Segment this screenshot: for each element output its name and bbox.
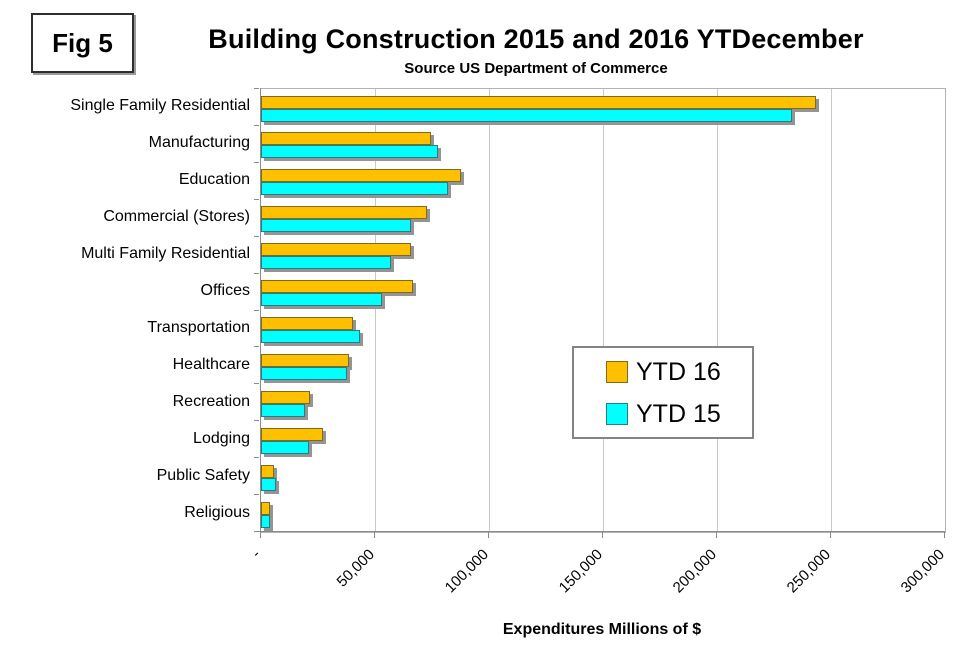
y-axis-tick: [254, 457, 259, 458]
gridline: [603, 89, 604, 532]
bar-ytd16: [261, 428, 323, 441]
y-axis-category-label: Recreation: [172, 393, 250, 410]
figure-label-box: Fig 5: [31, 13, 134, 73]
y-axis-tick: [254, 236, 259, 237]
y-axis-category-label: Single Family Residential: [70, 97, 250, 114]
gridline: [717, 89, 718, 532]
bar-ytd15: [261, 293, 382, 306]
x-axis-tick: [488, 532, 489, 538]
bar-ytd15: [261, 219, 411, 232]
y-axis-tick: [254, 125, 259, 126]
chart-subtitle: Source US Department of Commerce: [404, 60, 668, 77]
y-axis-tick: [254, 494, 259, 495]
bar-ytd16: [261, 206, 427, 219]
bar-ytd16: [261, 169, 461, 182]
legend-item-ytd16: YTD 16: [606, 358, 752, 386]
bar-ytd15: [261, 145, 438, 158]
y-axis-category-label: Manufacturing: [148, 134, 250, 151]
y-axis-tick: [254, 162, 259, 163]
x-axis-tick: [602, 532, 603, 538]
x-axis-tick-label: 150,000: [555, 546, 607, 597]
y-axis-category-label: Religious: [184, 504, 250, 521]
y-axis-category-label: Education: [178, 171, 250, 188]
bar-ytd15: [261, 182, 448, 195]
x-axis-tick: [374, 532, 375, 538]
bar-ytd16: [261, 391, 310, 404]
y-axis-tick: [254, 310, 259, 311]
x-axis-tick-label: -: [248, 546, 265, 562]
x-axis-tick: [830, 532, 831, 538]
bar-ytd15: [261, 478, 276, 491]
bar-ytd15: [261, 330, 360, 343]
legend-item-ytd15: YTD 15: [606, 400, 752, 428]
y-axis-tick: [254, 273, 259, 274]
bar-ytd15: [261, 404, 305, 417]
legend-label-ytd16: YTD 16: [636, 357, 721, 386]
y-axis-category-label: Healthcare: [172, 356, 250, 373]
y-axis-category-label: Transportation: [147, 319, 250, 336]
x-axis-tick-label: 50,000: [333, 546, 379, 591]
bar-ytd15: [261, 515, 270, 528]
y-axis-tick: [254, 531, 259, 532]
x-axis-tick-label: 200,000: [669, 546, 721, 597]
bar-ytd16: [261, 132, 431, 145]
legend-label-ytd15: YTD 15: [636, 399, 721, 428]
figure-label: Fig 5: [52, 27, 113, 58]
y-axis-category-label: Commercial (Stores): [103, 208, 250, 225]
bar-ytd16: [261, 465, 274, 478]
x-axis-title: Expenditures Millions of $: [502, 621, 702, 638]
gridline: [831, 89, 832, 532]
legend-swatch-ytd16: [606, 360, 628, 383]
legend-swatch-ytd15: [606, 402, 628, 425]
x-axis-tick: [260, 532, 261, 538]
x-axis-line: [259, 531, 945, 532]
bar-ytd15: [261, 109, 792, 122]
y-axis-category-label: Offices: [200, 282, 251, 299]
bar-ytd16: [261, 502, 270, 515]
bar-ytd15: [261, 256, 391, 269]
y-axis-tick: [254, 420, 259, 421]
x-axis-tick-label: 300,000: [897, 546, 949, 597]
x-axis-tick: [716, 532, 717, 538]
bar-ytd16: [261, 243, 411, 256]
y-axis-tick: [254, 383, 259, 384]
bar-ytd16: [261, 317, 353, 330]
bar-ytd16: [261, 96, 816, 109]
plot-area: [260, 88, 946, 533]
y-axis-line: [260, 88, 261, 532]
y-axis-category-label: Multi Family Residential: [81, 245, 250, 262]
bar-ytd16: [261, 354, 349, 367]
x-axis-tick: [944, 532, 945, 538]
y-axis-category-label: Lodging: [193, 430, 250, 447]
bar-ytd16: [261, 280, 413, 293]
x-axis-tick-label: 100,000: [441, 546, 493, 597]
gridline: [489, 89, 490, 532]
bar-ytd15: [261, 367, 347, 380]
y-axis-tick: [254, 88, 259, 89]
gridline: [375, 89, 376, 532]
y-axis-category-label: Public Safety: [156, 467, 250, 484]
bar-ytd15: [261, 441, 309, 454]
legend: YTD 16 YTD 15: [572, 346, 754, 439]
x-axis-tick-label: 250,000: [783, 546, 835, 597]
y-axis-tick: [254, 199, 259, 200]
chart-title: Building Construction 2015 and 2016 YTDe…: [208, 24, 864, 54]
y-axis-tick: [254, 346, 259, 347]
